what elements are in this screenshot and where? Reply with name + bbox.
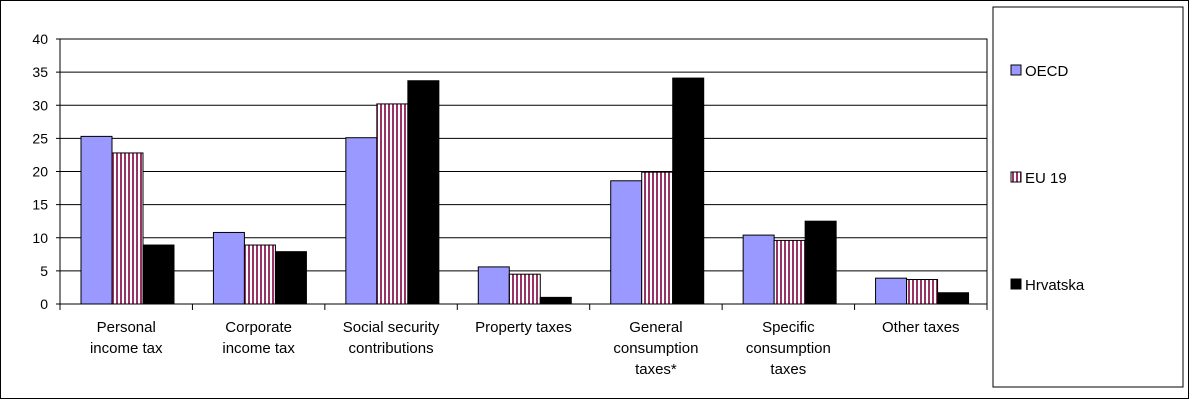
bar-eu-19: [243, 244, 276, 305]
bar-hrvatska: [804, 220, 837, 305]
x-tick-label: Social security: [343, 319, 440, 336]
bar-oecd: [742, 234, 775, 305]
x-tick-label: Property taxes: [475, 319, 572, 336]
x-tick-label: taxes: [770, 361, 806, 378]
y-tick-label: 10: [32, 230, 48, 246]
y-tick-label: 40: [32, 31, 48, 47]
x-tick-label: consumption: [613, 340, 698, 357]
x-tick-label: General: [629, 319, 682, 336]
legend-label: OECD: [1025, 63, 1069, 80]
bar-hrvatska: [539, 296, 572, 305]
bar-eu-19: [773, 239, 806, 305]
bar-oecd: [212, 231, 245, 305]
legend-label: EU 19: [1025, 170, 1067, 187]
legend-box: [992, 6, 1184, 388]
legend-swatch-eu-19: [1010, 171, 1022, 183]
bar-oecd: [345, 137, 378, 305]
bar-oecd: [875, 277, 908, 305]
bar-eu-19: [641, 171, 674, 305]
bar-hrvatska: [142, 244, 175, 305]
bar-oecd: [80, 135, 113, 305]
x-tick-label: income tax: [90, 340, 163, 357]
x-tick-label: Specific: [762, 319, 815, 336]
y-tick-label: 20: [32, 164, 48, 180]
bar-eu-19: [508, 273, 541, 305]
y-tick-label: 5: [40, 263, 48, 279]
x-tick-label: consumption: [746, 340, 831, 357]
bar-eu-19: [111, 152, 144, 305]
y-tick-label: 30: [32, 97, 48, 113]
x-tick-label: income tax: [222, 340, 295, 357]
y-tick-label: 35: [32, 64, 48, 80]
bar-hrvatska: [672, 77, 705, 305]
bar-hrvatska: [274, 251, 307, 305]
bar-oecd: [610, 180, 643, 305]
x-tick-label: Other taxes: [882, 319, 960, 336]
x-tick-label: taxes*: [635, 361, 677, 378]
x-tick-label: Corporate: [225, 319, 292, 336]
y-tick-label: 25: [32, 130, 48, 146]
x-tick-label: contributions: [349, 340, 434, 357]
legend-label: Hrvatska: [1025, 277, 1085, 294]
y-tick-label: 15: [32, 197, 48, 213]
legend-swatch-hrvatska: [1010, 278, 1022, 290]
bar-hrvatska: [937, 292, 970, 305]
x-tick-label: Personal: [97, 319, 156, 336]
bar-oecd: [477, 266, 510, 305]
bar-hrvatska: [407, 80, 440, 305]
legend-swatch-oecd: [1010, 64, 1022, 76]
y-tick-label: 0: [40, 296, 48, 312]
bar-eu-19: [376, 103, 409, 305]
bar-eu-19: [906, 278, 939, 305]
